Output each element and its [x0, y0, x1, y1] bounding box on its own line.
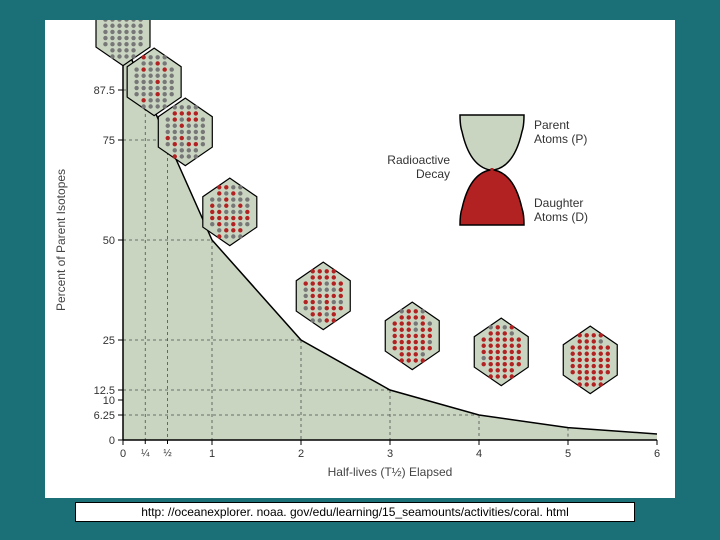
svg-text:Radioactive: Radioactive: [387, 153, 450, 167]
svg-text:Atoms (P): Atoms (P): [534, 132, 587, 146]
svg-text:2: 2: [298, 448, 304, 460]
svg-text:1: 1: [209, 448, 215, 460]
svg-text:75: 75: [103, 135, 115, 147]
svg-text:25: 25: [103, 335, 115, 347]
svg-text:Half-lives (T½) Elapsed: Half-lives (T½) Elapsed: [328, 465, 453, 479]
svg-text:Percent of Parent Isotopes: Percent of Parent Isotopes: [54, 169, 68, 311]
svg-text:Decay: Decay: [416, 167, 450, 181]
svg-text:0: 0: [109, 435, 115, 447]
svg-text:0: 0: [120, 448, 126, 460]
svg-text:12.5: 12.5: [94, 385, 115, 397]
citation-text: http: //oceanexplorer. noaa. gov/edu/lea…: [141, 505, 569, 519]
svg-text:Atoms (D): Atoms (D): [534, 210, 588, 224]
svg-text:6: 6: [654, 448, 660, 460]
svg-text:50: 50: [103, 235, 115, 247]
svg-text:6.25: 6.25: [94, 410, 115, 422]
decay-chart: 0123456¼½06.251012.525507587.5100Half-li…: [45, 20, 675, 498]
citation-box: http: //oceanexplorer. noaa. gov/edu/lea…: [75, 502, 635, 522]
svg-text:½: ½: [163, 448, 172, 459]
svg-text:Parent: Parent: [534, 118, 570, 132]
svg-text:¼: ¼: [141, 447, 150, 459]
svg-text:87.5: 87.5: [94, 85, 115, 97]
svg-text:Daughter: Daughter: [534, 196, 583, 210]
svg-text:5: 5: [565, 448, 571, 460]
chart-panel: 0123456¼½06.251012.525507587.5100Half-li…: [45, 20, 675, 498]
svg-text:3: 3: [387, 448, 393, 460]
svg-text:4: 4: [476, 448, 482, 460]
